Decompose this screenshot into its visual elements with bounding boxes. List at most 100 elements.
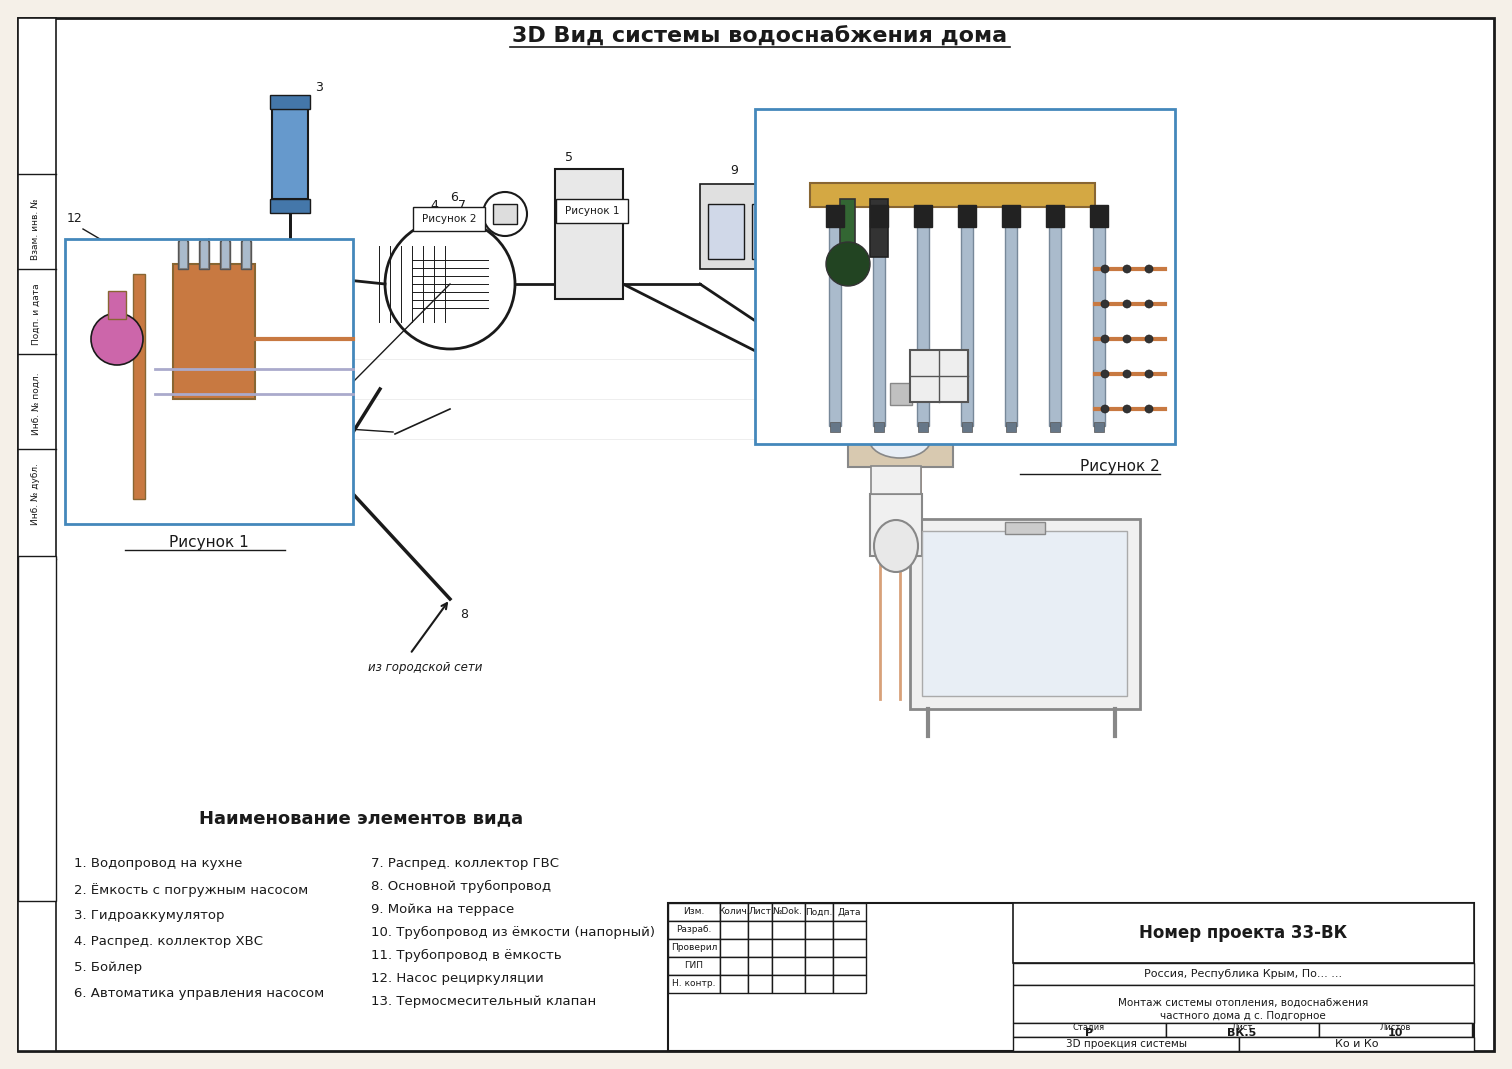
Bar xyxy=(271,199,310,213)
Bar xyxy=(1013,963,1474,985)
Bar xyxy=(271,95,310,109)
Bar xyxy=(748,975,773,993)
Bar xyxy=(720,975,748,993)
Bar xyxy=(65,239,352,524)
Text: Стадия: Стадия xyxy=(1074,1023,1105,1032)
Text: 3D проекция системы: 3D проекция системы xyxy=(1066,1039,1187,1049)
Bar xyxy=(1013,1037,1238,1051)
Bar xyxy=(959,205,977,227)
Bar xyxy=(748,939,773,957)
Bar xyxy=(804,939,833,957)
Text: 3D Вид системы водоснабжения дома: 3D Вид системы водоснабжения дома xyxy=(513,27,1007,47)
Bar xyxy=(833,921,866,939)
Bar xyxy=(1090,205,1108,227)
Text: 10: 10 xyxy=(1388,1028,1403,1038)
Circle shape xyxy=(1145,335,1154,343)
Bar xyxy=(910,520,1140,709)
Bar xyxy=(169,269,242,389)
Text: Взам. инв. №: Взам. инв. № xyxy=(32,198,41,260)
Bar xyxy=(869,205,888,227)
Bar xyxy=(804,921,833,939)
Text: Изм.: Изм. xyxy=(683,908,705,916)
Bar xyxy=(1005,522,1045,534)
Bar xyxy=(1005,422,1016,432)
Bar xyxy=(1166,1023,1318,1037)
Bar xyxy=(869,199,888,257)
Circle shape xyxy=(1123,370,1131,378)
Circle shape xyxy=(1123,300,1131,308)
Bar xyxy=(272,109,308,199)
Bar xyxy=(804,903,833,921)
Text: 10: 10 xyxy=(880,346,897,359)
Bar xyxy=(773,975,804,993)
Bar xyxy=(1046,205,1064,227)
Bar xyxy=(754,109,1175,444)
Text: 11: 11 xyxy=(800,308,815,321)
Bar xyxy=(830,422,841,432)
Text: Лист: Лист xyxy=(1231,1023,1252,1032)
Bar xyxy=(668,939,720,957)
Bar xyxy=(1005,216,1018,427)
Text: 2. Ёмкость с погружным насосом: 2. Ёмкость с погружным насосом xyxy=(74,883,308,897)
Bar xyxy=(891,383,912,405)
Bar xyxy=(833,975,866,993)
Text: Россия, Республика Крым, По... ...: Россия, Республика Крым, По... ... xyxy=(1145,969,1343,979)
Text: Рисунок 2: Рисунок 2 xyxy=(1080,459,1160,474)
Bar xyxy=(810,183,1095,207)
Bar xyxy=(962,422,972,432)
Text: Проверил: Проверил xyxy=(671,944,717,952)
Text: 5. Бойлер: 5. Бойлер xyxy=(74,961,142,974)
Text: 3: 3 xyxy=(314,81,324,94)
Bar xyxy=(720,939,748,957)
Bar xyxy=(1013,985,1474,1023)
Bar xyxy=(668,903,720,921)
Bar xyxy=(1318,1023,1473,1037)
Bar xyxy=(748,921,773,939)
Circle shape xyxy=(1145,370,1154,378)
Text: 11. Трубопровод в ёмкость: 11. Трубопровод в ёмкость xyxy=(370,949,561,962)
FancyBboxPatch shape xyxy=(556,199,627,223)
Text: 7: 7 xyxy=(458,199,466,212)
Bar xyxy=(841,199,854,264)
Bar xyxy=(240,241,251,269)
Text: Формат А3: Формат А3 xyxy=(1411,1033,1467,1043)
Text: Наименование элементов вида: Наименование элементов вида xyxy=(200,809,523,827)
Text: 7. Распред. коллектор ГВС: 7. Распред. коллектор ГВС xyxy=(370,857,559,870)
Bar xyxy=(826,339,844,404)
Bar xyxy=(700,184,795,269)
Text: Подп.: Подп. xyxy=(806,908,833,916)
Text: Рисунок 2: Рисунок 2 xyxy=(422,214,476,224)
Bar xyxy=(221,241,230,269)
Bar xyxy=(922,531,1126,696)
Circle shape xyxy=(1145,405,1154,413)
Bar xyxy=(668,975,720,993)
Circle shape xyxy=(1145,300,1154,308)
Bar xyxy=(848,405,953,467)
Bar xyxy=(668,921,720,939)
FancyBboxPatch shape xyxy=(413,207,485,231)
Text: Инб. № дубл.: Инб. № дубл. xyxy=(32,463,41,525)
Bar xyxy=(826,205,844,227)
Text: Номер проекта 33-ВК: Номер проекта 33-ВК xyxy=(1139,924,1347,942)
Circle shape xyxy=(1101,265,1108,273)
Bar xyxy=(916,216,928,427)
Bar xyxy=(1013,903,1474,963)
Bar xyxy=(172,264,256,399)
Text: 6. Автоматика управления насосом: 6. Автоматика управления насосом xyxy=(74,987,324,1000)
Text: 4: 4 xyxy=(429,199,438,212)
Bar xyxy=(910,350,968,402)
Bar xyxy=(773,921,804,939)
Text: 4. Распред. коллектор ХВС: 4. Распред. коллектор ХВС xyxy=(74,935,263,948)
Text: частного дома д с. Подгорное: частного дома д с. Подгорное xyxy=(1160,1011,1326,1021)
Bar xyxy=(555,169,623,299)
Text: 9. Мойка на террасе: 9. Мойка на террасе xyxy=(370,903,514,916)
Bar xyxy=(804,957,833,975)
Bar xyxy=(720,921,748,939)
Bar xyxy=(748,903,773,921)
Bar xyxy=(962,216,974,427)
Text: Рисунок 1: Рисунок 1 xyxy=(169,534,249,549)
Bar xyxy=(1013,1023,1166,1037)
Bar xyxy=(18,18,56,1051)
Text: 13: 13 xyxy=(321,422,336,435)
Ellipse shape xyxy=(874,520,918,572)
